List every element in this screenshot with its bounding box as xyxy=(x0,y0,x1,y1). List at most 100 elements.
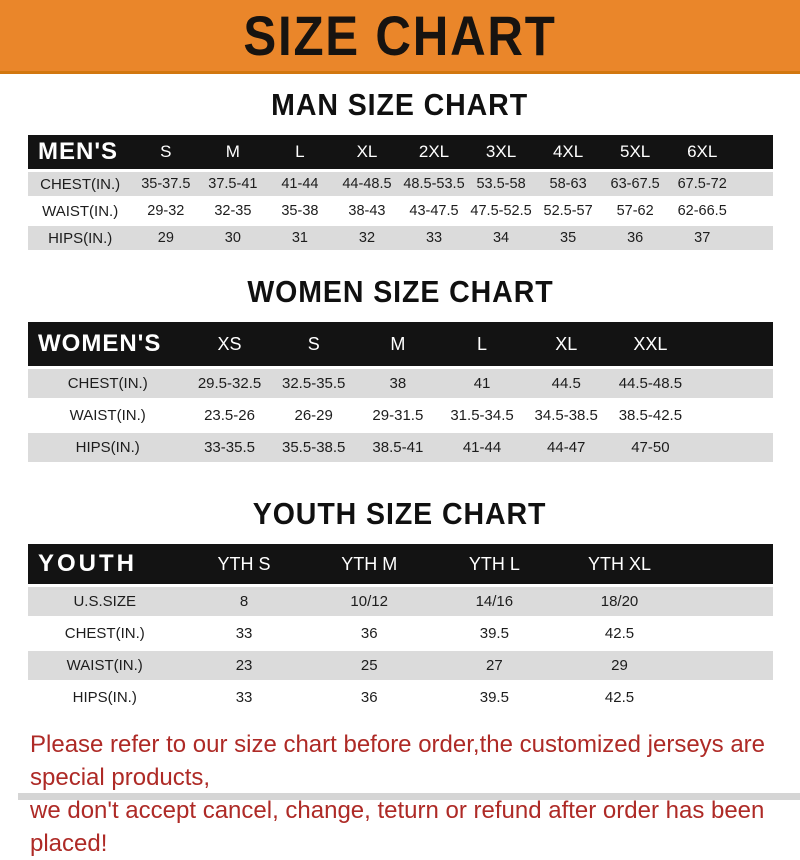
size-cell: 32.5-35.5 xyxy=(271,369,356,398)
section-women: WOMEN SIZE CHART WOMEN'S XS S M L XL XXL CHEST(… xyxy=(0,274,800,465)
size-cell: 34 xyxy=(467,226,535,250)
size-cell: 43-47.5 xyxy=(409,203,459,219)
header-spacer xyxy=(735,135,773,169)
size-cell: 23.5-26 xyxy=(204,407,255,424)
row-spacer xyxy=(682,587,773,616)
header-spacer xyxy=(692,322,773,366)
size-cell: 29.5-32.5 xyxy=(187,369,272,398)
row-label: WAIST(IN.) xyxy=(42,202,119,220)
size-cell: 47.5-52.5 xyxy=(470,203,532,219)
size-cell: 39.5 xyxy=(479,689,509,706)
size-cell: 48.5-53.5 xyxy=(400,172,468,196)
column-header: L xyxy=(439,322,525,366)
size-cell: 41-44 xyxy=(439,433,525,462)
size-cell: 58-63 xyxy=(534,172,602,196)
size-cell: 29 xyxy=(556,651,683,680)
table-title: YOUTH xyxy=(28,544,182,584)
column-header: YTH L xyxy=(431,544,557,584)
column-header: YTH XL xyxy=(556,544,683,584)
table-title: MEN'S xyxy=(28,135,133,169)
column-header: S xyxy=(132,135,200,169)
size-cell: 33 xyxy=(400,226,468,250)
row-spacer xyxy=(682,683,773,712)
column-header: M xyxy=(355,322,440,366)
row-label: CHEST(IN.) xyxy=(64,625,145,642)
size-cell: 32 xyxy=(333,226,401,250)
row-label: CHEST(IN.) xyxy=(28,369,188,398)
banner-title: SIZE CHART xyxy=(243,3,557,67)
size-cell: 62-66.5 xyxy=(677,203,727,219)
row-spacer xyxy=(692,369,773,398)
size-cell: 44.5 xyxy=(524,369,609,398)
size-cell: 27 xyxy=(431,651,557,680)
table-row: WAIST(IN.) 23 25 27 29 xyxy=(28,651,773,680)
size-cell: 8 xyxy=(181,587,307,616)
size-cell: 35-38 xyxy=(281,203,319,219)
youth-size-table: YOUTH YTH S YTH M YTH L YTH XL U.S.SIZE 8 10/12… xyxy=(28,541,773,715)
column-header: XL xyxy=(524,322,609,366)
youth-section-heading-text: YOUTH SIZE CHART xyxy=(253,496,547,531)
size-cell: 25 xyxy=(306,651,432,680)
size-cell: 36 xyxy=(360,689,378,706)
banner: SIZE CHART xyxy=(0,0,800,74)
women-section-heading-text: WOMEN SIZE CHART xyxy=(246,274,554,309)
table-header-row: WOMEN'S XS S M L XL XXL xyxy=(28,322,773,366)
column-header: 6XL xyxy=(668,135,736,169)
column-header: L xyxy=(266,135,334,169)
size-cell: 42.5 xyxy=(604,689,635,706)
table-row: HIPS(IN.) 33-35.5 35.5-38.5 38.5-41 41-44 44-… xyxy=(28,433,773,462)
size-cell: 44-47 xyxy=(524,433,609,462)
size-cell: 32-35 xyxy=(214,203,252,219)
section-youth: YOUTH SIZE CHART YOUTH YTH S YTH M YTH L YTH… xyxy=(0,496,800,715)
section-men: MAN SIZE CHART MEN'S S M L XL 2XL 3XL 4XL 5XL 6XL… xyxy=(0,87,800,253)
size-cell: 38.5-42.5 xyxy=(618,407,683,424)
column-header: XL xyxy=(333,135,401,169)
table-row: WAIST(IN.) 23.5-26 26-29 29-31.5 31.5-34.5 34… xyxy=(28,401,773,430)
size-cell: 31 xyxy=(266,226,334,250)
size-cell: 37 xyxy=(668,226,736,250)
size-cell: 38 xyxy=(355,369,440,398)
row-spacer xyxy=(692,433,773,462)
size-cell: 42.5 xyxy=(604,625,635,642)
youth-section-heading: YOUTH SIZE CHART xyxy=(0,496,800,532)
bottom-divider xyxy=(18,793,800,800)
size-cell: 44.5-48.5 xyxy=(608,369,693,398)
size-cell: 33-35.5 xyxy=(187,433,272,462)
men-section-heading: MAN SIZE CHART xyxy=(0,87,800,123)
table-title: WOMEN'S xyxy=(28,322,188,366)
size-cell: 38-43 xyxy=(348,203,386,219)
size-cell: 52.5-57 xyxy=(543,203,593,219)
table-row: CHEST(IN.) 29.5-32.5 32.5-35.5 38 41 44.5 44.5… xyxy=(28,369,773,398)
column-header: 5XL xyxy=(601,135,669,169)
column-header: 4XL xyxy=(534,135,602,169)
row-spacer xyxy=(735,172,773,196)
size-cell: 34.5-38.5 xyxy=(534,407,598,424)
size-cell: 37.5-41 xyxy=(199,172,267,196)
men-size-table: MEN'S S M L XL 2XL 3XL 4XL 5XL 6XL CHEST(IN.) 35-37… xyxy=(28,132,773,253)
row-spacer xyxy=(736,199,773,223)
column-header: 2XL xyxy=(400,135,468,169)
row-label: HIPS(IN.) xyxy=(72,689,137,706)
row-spacer xyxy=(682,651,773,680)
size-cell: 36 xyxy=(601,226,669,250)
size-cell: 35.5-38.5 xyxy=(271,433,356,462)
column-header: XXL xyxy=(608,322,693,366)
size-cell: 67.5-72 xyxy=(668,172,736,196)
size-cell: 47-50 xyxy=(608,433,693,462)
size-cell: 39.5 xyxy=(479,625,509,642)
row-spacer xyxy=(692,401,773,430)
column-header: XS xyxy=(187,322,272,366)
column-header: 3XL xyxy=(467,135,535,169)
size-cell: 63-67.5 xyxy=(601,172,669,196)
row-spacer xyxy=(735,226,773,250)
men-section-heading-text: MAN SIZE CHART xyxy=(271,87,529,122)
order-notice-line2: we don't accept cancel, change, teturn o… xyxy=(30,797,765,857)
size-cell: 14/16 xyxy=(431,587,557,616)
header-spacer xyxy=(682,544,773,584)
row-label: U.S.SIZE xyxy=(28,587,182,616)
table-row: HIPS(IN.) 29 30 31 32 33 34 35 36 37 xyxy=(28,226,773,250)
row-spacer xyxy=(682,619,773,648)
size-cell: 35-37.5 xyxy=(132,172,200,196)
size-cell: 31.5-34.5 xyxy=(450,407,514,424)
